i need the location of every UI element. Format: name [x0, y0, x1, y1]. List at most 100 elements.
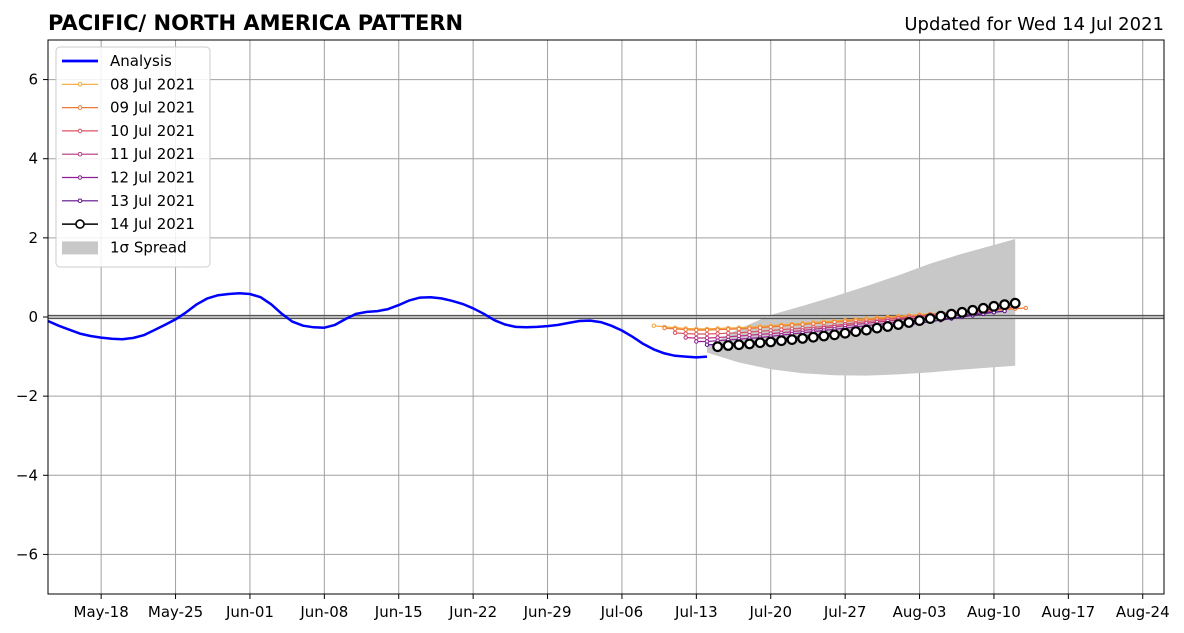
forecast-point [789, 323, 795, 328]
x-tick-label: Jun-01 [225, 603, 274, 621]
chart-title: PACIFIC/ NORTH AMERICA PATTERN [48, 11, 463, 35]
legend-entry: 1σ Spread [62, 238, 187, 256]
y-tick-label: 6 [28, 71, 38, 89]
x-tick-label: Jul-27 [823, 603, 867, 621]
forecast-series [712, 297, 1021, 353]
forecast-point [694, 335, 699, 341]
forecast-point [694, 339, 699, 344]
forecast-point [683, 331, 688, 336]
forecast-point [726, 327, 731, 332]
forecast-point [736, 326, 742, 332]
legend-marker [77, 82, 83, 87]
x-tick-label: Jun-08 [299, 603, 348, 621]
legend: Analysis 08 Jul 2021 09 Jul 2021 10 Jul 202… [55, 46, 211, 268]
forecast-point [757, 325, 763, 330]
forecast-point [768, 324, 773, 330]
legend-label: 13 Jul 2021 [110, 192, 195, 210]
forecast-point [1023, 305, 1029, 311]
forecast-point [754, 337, 766, 349]
forecast-point [829, 329, 840, 341]
forecast-point [818, 330, 830, 342]
forecast-point [704, 335, 710, 341]
legend-label: 12 Jul 2021 [110, 169, 195, 187]
analysis-line [47, 292, 708, 359]
x-tick-label: Jun-15 [374, 603, 423, 621]
legend-marker [75, 219, 85, 229]
y-tick-label: 2 [28, 229, 38, 247]
forecast-point [850, 326, 862, 338]
forecast-point [786, 334, 798, 346]
legend-entry: 13 Jul 2021 [62, 192, 195, 210]
forecast-point [914, 315, 925, 327]
legend-label: Analysis [110, 52, 172, 70]
legend-label: 1σ Spread [110, 238, 187, 256]
x-tick-label: Aug-10 [967, 603, 1021, 621]
x-tick-label: Jun-22 [448, 603, 497, 621]
legend-label: 10 Jul 2021 [110, 122, 195, 140]
legend-entry: 10 Jul 2021 [62, 122, 195, 140]
legend-marker [77, 151, 83, 157]
forecast-point [747, 326, 752, 331]
y-tick-label: 0 [28, 308, 38, 326]
legend-marker [77, 128, 83, 134]
forecast-point [800, 322, 805, 327]
x-tick-label: Jul-13 [674, 603, 718, 621]
axis-ticks: May-18 May-25 Jun-01 Jun-08 Jun-15 Jun-22 Jun-… [16, 71, 1170, 621]
forecast-point [715, 331, 720, 336]
forecast-point [704, 331, 710, 337]
forecast-point [712, 341, 723, 353]
legend-marker [77, 175, 83, 180]
forecast-point [988, 300, 1000, 312]
forecast-point [683, 327, 688, 332]
legend-marker [77, 198, 83, 204]
forecast-point [733, 339, 745, 351]
forecast-point [662, 325, 667, 331]
forecast-point [946, 308, 957, 320]
legend-box [55, 46, 211, 268]
forecast-point [704, 342, 710, 347]
forecast-point [924, 313, 936, 325]
forecast-point [715, 327, 720, 332]
legend-swatch [62, 241, 98, 255]
x-tick-label: May-25 [148, 603, 203, 621]
forecast-point [726, 331, 731, 336]
forecast-point [776, 335, 787, 347]
x-tick-label: Aug-17 [1041, 603, 1095, 621]
forecast-point [672, 330, 678, 335]
forecast-point [779, 323, 784, 329]
forecast-point [871, 322, 883, 334]
x-tick-label: Aug-24 [1116, 603, 1170, 621]
x-tick-label: Jun-29 [523, 603, 572, 621]
forecast-point [977, 302, 989, 314]
forecast-point [967, 304, 979, 316]
forecast-point [935, 310, 947, 322]
y-tick-label: −6 [16, 545, 38, 563]
x-tick-label: Jul-06 [600, 603, 644, 621]
legend-label: 09 Jul 2021 [110, 99, 195, 117]
forecast-point [797, 333, 808, 344]
forecast-point [839, 327, 851, 339]
forecast-point [882, 321, 894, 332]
forecast-point [694, 331, 699, 337]
zero-layer [48, 314, 1164, 320]
y-tick-label: 4 [28, 150, 38, 168]
legend-marker [77, 105, 83, 110]
legend-entry: 09 Jul 2021 [62, 99, 195, 117]
x-tick-label: Jul-20 [748, 603, 792, 621]
legend-entry: 14 Jul 2021 [62, 215, 195, 233]
x-tick-label: May-18 [74, 603, 129, 621]
forecast-point [651, 323, 656, 328]
y-tick-label: −2 [16, 387, 38, 405]
forecast-point [861, 324, 872, 336]
legend-entry: Analysis [62, 52, 172, 70]
forecast-point [903, 317, 915, 328]
x-tick-label: Aug-03 [893, 603, 947, 621]
forecast-point [956, 306, 968, 318]
forecast-point [1009, 297, 1021, 309]
legend-entry: 08 Jul 2021 [62, 75, 195, 93]
legend-label: 08 Jul 2021 [110, 75, 195, 93]
legend-label: 14 Jul 2021 [110, 215, 195, 233]
forecast-point [683, 335, 688, 340]
y-tick-label: −4 [16, 466, 38, 484]
